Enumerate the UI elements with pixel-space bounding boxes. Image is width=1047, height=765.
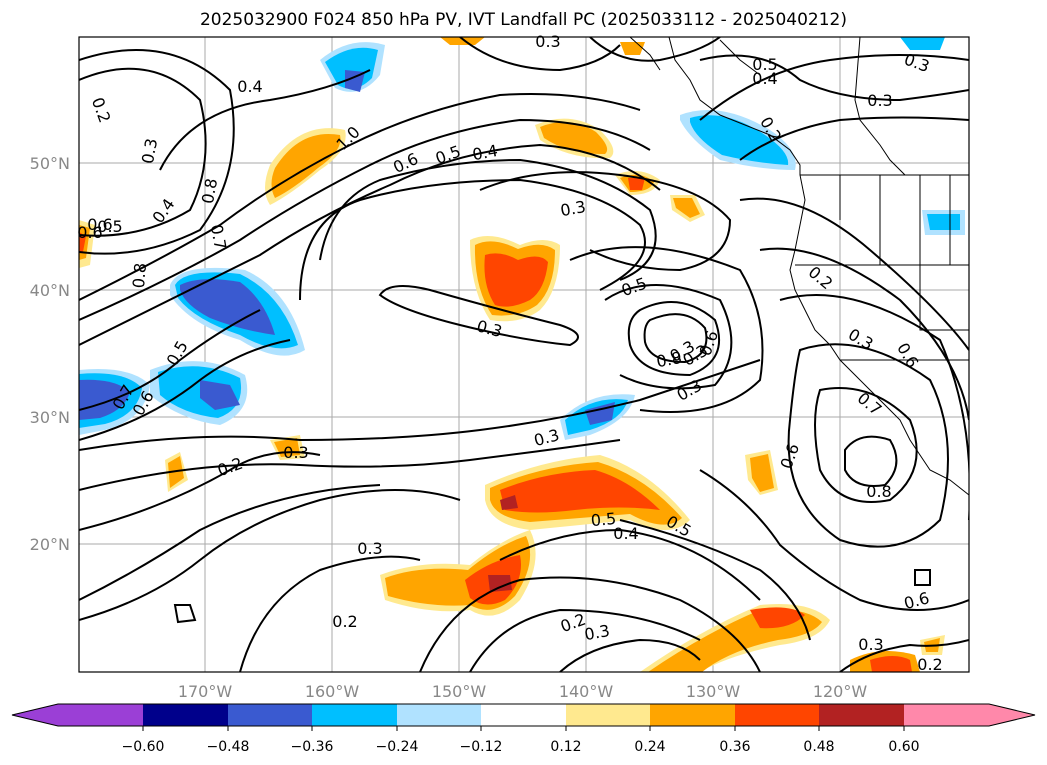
colorbar-label: −0.12 — [460, 739, 503, 755]
colorbar-swatch — [312, 704, 397, 726]
contour-label: 0.3 — [535, 32, 560, 51]
colorbar-label: −0.48 — [207, 739, 250, 755]
colorbar-swatch — [566, 704, 650, 726]
map-frame — [78, 36, 970, 673]
lon-tick-label: 120°W — [813, 682, 868, 701]
contour-label: 0.4 — [752, 69, 777, 88]
colorbar-extend-max — [989, 704, 1035, 726]
colorbar-swatch — [397, 704, 481, 726]
map-title: 2025032900 F024 850 hPa PV, IVT Landfall… — [199, 10, 847, 30]
contour-label: 0.3 — [858, 635, 883, 654]
contour-label: 0.5 — [97, 217, 122, 236]
colorbar-label: −0.60 — [122, 739, 165, 755]
contour-label: 0.6 — [77, 223, 102, 242]
contour-label: 0.8 — [655, 348, 683, 371]
lat-tick-label: 30°N — [30, 408, 70, 427]
negative-pv-fills — [79, 37, 965, 440]
contour-label: 0.4 — [237, 77, 262, 96]
colorbar-swatch — [904, 704, 989, 726]
contour-label: 0.3 — [583, 621, 611, 644]
contour-label: 0.3 — [357, 539, 382, 558]
colorbar-swatch — [228, 704, 312, 726]
contour-label: 0.5 — [590, 509, 617, 530]
colorbar-swatch — [650, 704, 735, 726]
lon-tick-labels: 170°W 160°W 150°W 140°W 130°W 120°W — [178, 682, 868, 701]
contour-label: 0.3 — [867, 91, 892, 110]
colorbar-extend-min — [12, 704, 58, 726]
colorbar-label: 0.24 — [634, 739, 665, 755]
lon-tick-label: 140°W — [559, 682, 614, 701]
lon-tick-label: 160°W — [305, 682, 360, 701]
colorbar-label: 0.36 — [719, 739, 750, 755]
contour-label: 0.8 — [198, 177, 221, 205]
coastlines — [629, 37, 969, 496]
colorbar-swatch — [58, 704, 143, 726]
contour-label: 0.3 — [138, 137, 161, 165]
contour-label: 0.7 — [207, 223, 230, 251]
contour-label: 0.8 — [129, 262, 150, 289]
contour-label: 0.4 — [613, 524, 638, 543]
colorbar-label: 0.12 — [550, 739, 581, 755]
contour-label: 0.6 — [87, 215, 112, 234]
lon-tick-label: 170°W — [178, 682, 233, 701]
contour-label: 0.2 — [917, 655, 942, 674]
colorbar-swatch — [819, 704, 904, 726]
colorbar-swatch — [143, 704, 228, 726]
contour-label: 0.4 — [471, 141, 499, 164]
contour-label: 0.3 — [559, 197, 587, 220]
lat-tick-label: 20°N — [30, 535, 70, 554]
colorbar-label: 0.60 — [888, 739, 919, 755]
lon-tick-label: 150°W — [432, 682, 487, 701]
colorbar-label: −0.24 — [376, 739, 419, 755]
contour-label: 0.2 — [332, 612, 357, 631]
lon-tick-label: 130°W — [686, 682, 741, 701]
contour-label: 0.5 — [752, 55, 777, 74]
colorbar-label: 0.48 — [803, 739, 834, 755]
lat-tick-labels: 50°N 40°N 30°N 20°N — [30, 154, 70, 554]
colorbar-labels: −0.60 −0.48 −0.36 −0.24 −0.12 0.12 0.24 … — [122, 739, 920, 755]
contour-label: 0.3 — [283, 443, 308, 462]
contour-label: 0.8 — [866, 482, 891, 501]
colorbar — [11, 703, 1036, 731]
colorbar-swatch — [735, 704, 819, 726]
colorbar-outline — [11, 703, 1036, 727]
lat-tick-label: 40°N — [30, 281, 70, 300]
colorbar-swatch — [481, 704, 566, 726]
lat-tick-label: 50°N — [30, 154, 70, 173]
colorbar-label: −0.36 — [291, 739, 334, 755]
